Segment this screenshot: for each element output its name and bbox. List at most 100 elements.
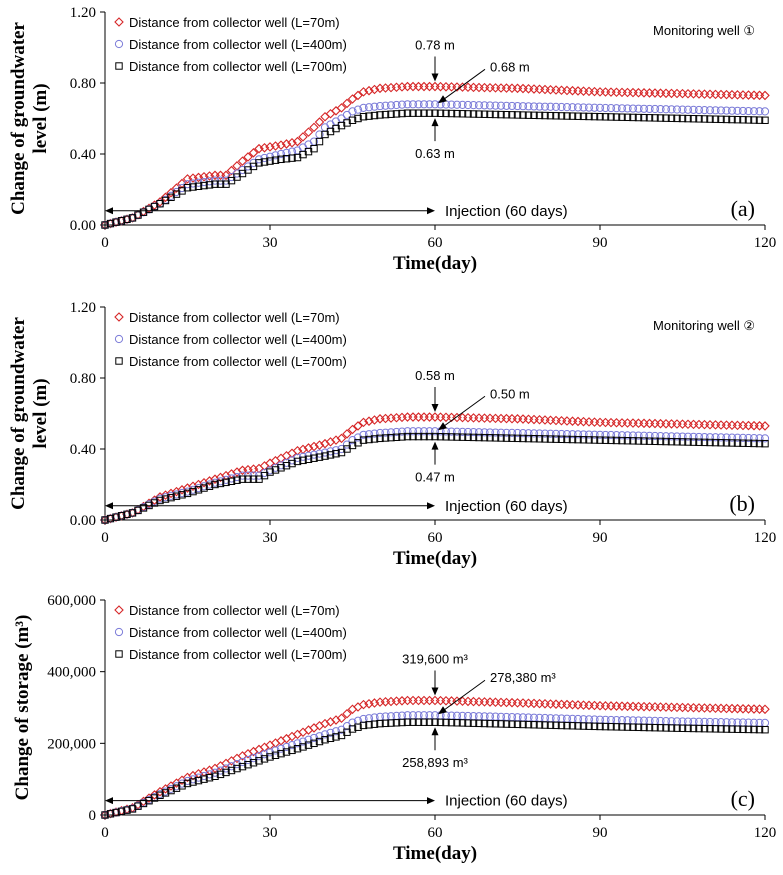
x-tick-label: 90 (593, 235, 608, 251)
data-point (672, 702, 682, 713)
legend-marker (114, 39, 124, 49)
data-point (370, 720, 379, 728)
data-point (101, 221, 109, 229)
data-point (436, 109, 445, 117)
data-point (683, 419, 693, 430)
data-point (589, 700, 600, 711)
data-point (117, 217, 126, 225)
data-point (277, 749, 285, 758)
data-point (749, 434, 759, 443)
data-point (711, 438, 720, 447)
data-point (508, 720, 516, 728)
annotation-arrowhead (438, 422, 447, 431)
data-point (403, 427, 412, 436)
data-point (760, 90, 770, 101)
data-point (705, 433, 715, 442)
data-point (370, 111, 379, 120)
data-point (611, 87, 622, 98)
data-point (435, 81, 446, 92)
data-point (512, 698, 523, 708)
data-point (161, 495, 170, 503)
data-point (398, 433, 406, 441)
data-point (518, 83, 528, 94)
data-point (315, 453, 324, 461)
data-point (490, 413, 501, 424)
data-point (325, 108, 336, 119)
data-point (507, 428, 517, 438)
data-point (497, 720, 505, 728)
data-point (749, 420, 759, 431)
data-point (684, 438, 692, 446)
data-point (343, 119, 351, 127)
data-point (705, 89, 715, 100)
data-point (430, 100, 440, 109)
data-point (573, 103, 583, 112)
data-point (552, 435, 560, 443)
data-point (414, 109, 423, 117)
data-point (721, 420, 732, 430)
data-point (574, 435, 582, 444)
data-point (688, 419, 699, 430)
annotation-arrow (440, 68, 486, 102)
data-point (288, 746, 296, 755)
data-point (491, 434, 500, 442)
data-point (755, 439, 764, 448)
data-point (485, 413, 495, 424)
data-point (540, 415, 550, 425)
y-tick-label: 1.20 (70, 5, 96, 21)
data-point (369, 415, 380, 425)
data-point (535, 721, 544, 729)
data-point (562, 85, 572, 96)
data-point (431, 718, 439, 726)
data-point (205, 482, 214, 490)
injection-arrow-right (427, 207, 435, 215)
data-point (375, 428, 385, 438)
data-point (463, 100, 473, 110)
data-point (469, 427, 478, 437)
data-point (540, 699, 550, 709)
data-point (584, 86, 594, 97)
data-point (706, 438, 714, 447)
legend-marker (114, 627, 124, 637)
data-point (732, 90, 743, 100)
data-point (678, 438, 687, 446)
data-point (167, 786, 175, 795)
data-point (480, 428, 489, 437)
data-point (255, 159, 263, 167)
data-point (622, 87, 633, 98)
data-point (282, 748, 291, 756)
data-point (673, 114, 681, 123)
data-point (353, 702, 363, 712)
data-point (365, 435, 373, 444)
data-point (601, 436, 610, 444)
data-point (651, 114, 659, 122)
data-point (557, 429, 566, 439)
data-point (695, 438, 703, 446)
data-point (392, 100, 401, 110)
data-point (655, 418, 666, 429)
data-point (425, 109, 434, 117)
data-point (496, 101, 506, 110)
annotation-arrowhead (431, 727, 439, 736)
data-point (677, 419, 688, 429)
data-point (392, 427, 401, 437)
data-point (387, 110, 395, 118)
data-point (623, 437, 632, 445)
data-point (556, 415, 567, 426)
data-point (694, 703, 704, 713)
data-point (578, 86, 589, 96)
data-point (485, 428, 495, 437)
data-point (453, 433, 461, 441)
data-point (606, 701, 616, 711)
data-point (123, 215, 131, 224)
data-point (530, 435, 538, 443)
data-point (474, 82, 484, 93)
annotation-arrowhead (431, 404, 439, 413)
data-point (524, 720, 533, 729)
data-point (359, 436, 368, 444)
data-point (611, 701, 622, 711)
data-point (743, 704, 754, 714)
data-point (277, 464, 285, 472)
data-point (468, 413, 479, 423)
series-square (101, 432, 769, 524)
